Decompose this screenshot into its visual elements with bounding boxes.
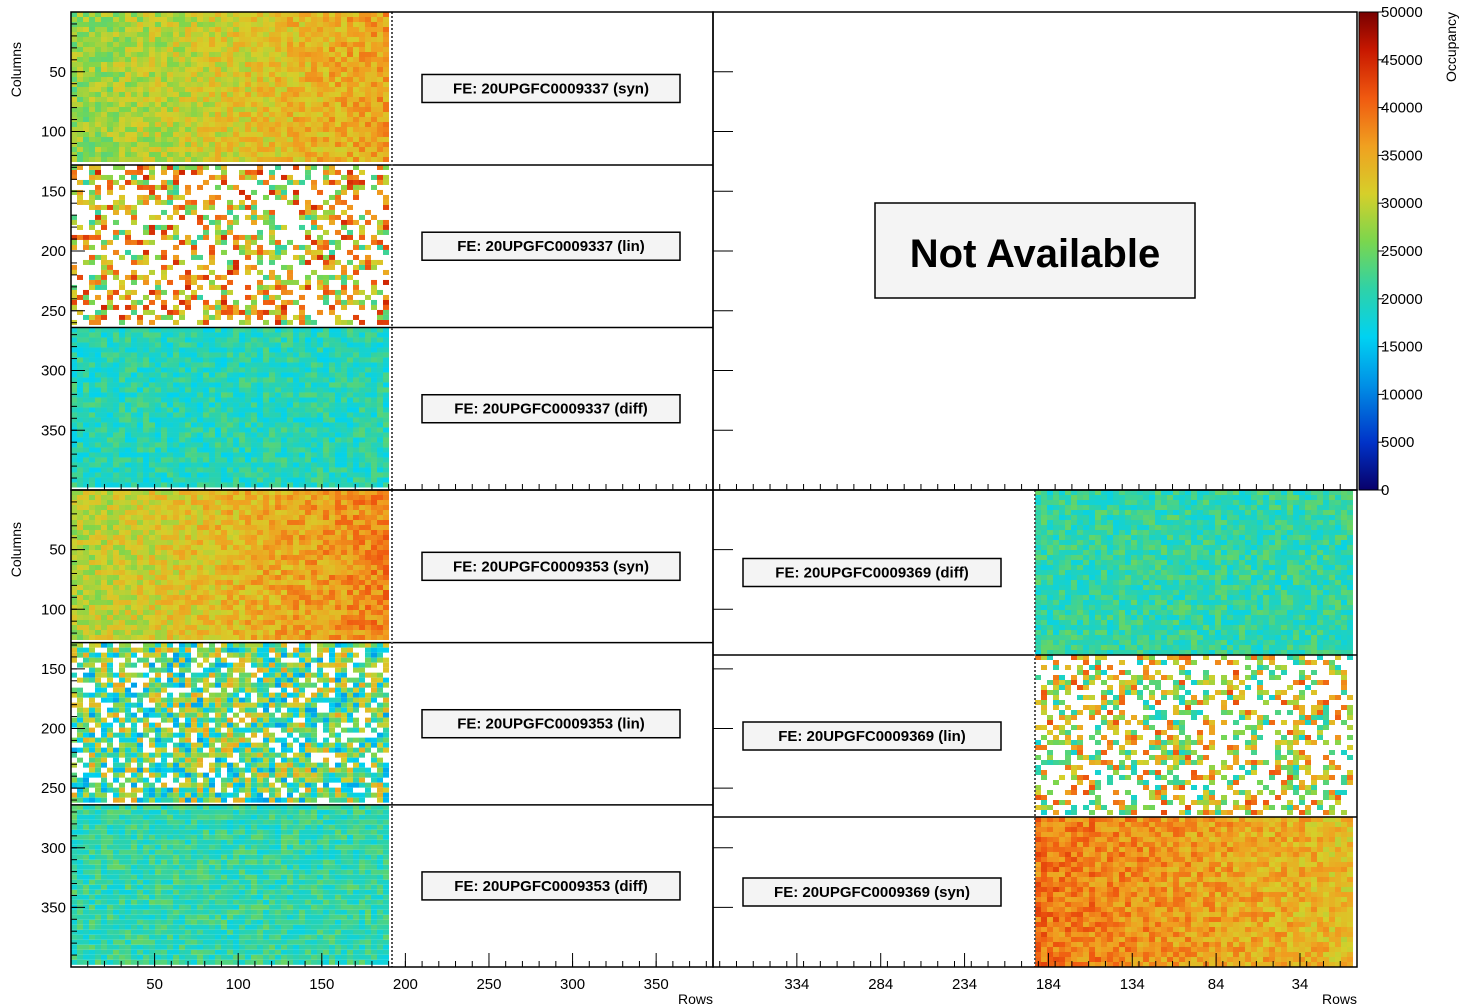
not-available-frame [874,202,1196,299]
not-available-box: Not Available [874,202,1196,299]
fe-chip-box [421,231,681,261]
x-tick-label: 150 [309,976,334,993]
fe-chip: FE: 20UPGFC0009337 (diff) [421,393,681,424]
palette-title: Occupancy [1443,12,1459,82]
heatmap-fe-fe-20upgfc0009353-lin- [71,642,389,803]
x-tick-label: 50 [146,976,163,993]
y-tick-label: 50 [49,542,66,559]
fe-chip-box [421,708,681,739]
fe-chip: FE: 20UPGFC0009337 (syn) [421,73,681,104]
y-tick-label: 200 [41,243,66,260]
y-tick-label: 250 [41,303,66,320]
heatmap-fe-fe-20upgfc0009353-diff- [71,804,389,965]
palette-tick-label: 5000 [1381,434,1414,451]
fe-chip: FE: 20UPGFC0009337 (lin) [421,231,681,261]
x-tick-label: 234 [952,976,977,993]
x-tick-label: 284 [868,976,893,993]
frame-layer [70,11,1384,968]
heatmap-fe-fe-20upgfc0009337-syn- [71,12,389,162]
x-axis-title-left: Rows [678,991,713,1007]
palette-tick-label: 45000 [1381,52,1423,69]
y-tick-label: 350 [41,422,66,439]
fe-chip-box [742,557,1002,588]
fe-chip-box [742,721,1002,751]
palette-tick-label: 0 [1381,482,1389,499]
label-layer: FE: 20UPGFC0009337 (syn) FE: 20UPGFC00093… [8,4,1459,1007]
fe-chip-box [421,871,681,901]
heatmap-fe-fe-20upgfc0009369-diff- [1035,490,1353,655]
palette-tick-label: 40000 [1381,100,1423,117]
fe-chip-box [742,877,1002,907]
y-tick-label: 250 [41,780,66,797]
x-tick-label: 100 [226,976,251,993]
palette-tick-label: 15000 [1381,339,1423,356]
fe-chip-label: FE: 20UPGFC0009337 (syn) [453,80,649,97]
x-tick-label: 300 [560,976,585,993]
fe-chip-label: FE: 20UPGFC0009369 (lin) [778,728,966,745]
fe-chip-label: FE: 20UPGFC0009369 (diff) [775,565,968,582]
fe-chip-box [421,73,681,104]
fe-chip-label: FE: 20UPGFC0009353 (lin) [457,716,645,733]
heatmap-fe-fe-20upgfc0009337-lin- [71,164,389,325]
fe-chip: FE: 20UPGFC0009369 (syn) [742,877,1002,907]
y-axis-title: Columns [8,522,24,577]
y-tick-label: 300 [41,363,66,380]
palette-tick-label: 10000 [1381,386,1423,403]
y-axis-title: Columns [8,42,24,97]
fe-chip: FE: 20UPGFC0009369 (lin) [742,721,1002,751]
heatmap-fe-fe-20upgfc0009369-syn- [1035,817,1353,967]
y-tick-label: 50 [49,64,66,81]
palette-tick-label: 20000 [1381,291,1423,308]
fe-chip: FE: 20UPGFC0009353 (syn) [421,551,681,582]
y-tick-label: 300 [41,840,66,857]
y-tick-label: 100 [41,601,66,618]
palette-tick-label: 35000 [1381,147,1423,164]
heatmap-layer [71,12,1353,967]
y-tick-label: 200 [41,721,66,738]
fe-chip-label: FE: 20UPGFC0009369 (syn) [774,884,970,901]
not-available-label: Not Available [910,232,1160,276]
x-tick-label: 200 [393,976,418,993]
heatmap-fe-fe-20upgfc0009353-syn- [71,490,389,640]
palette-tick-label: 50000 [1381,4,1423,21]
palette-tick-label: 30000 [1381,195,1423,212]
fe-chip: FE: 20UPGFC0009369 (diff) [742,557,1002,588]
x-tick-label: 34 [1292,976,1309,993]
fe-chip: FE: 20UPGFC0009353 (lin) [421,708,681,739]
x-tick-label: 184 [1036,976,1061,993]
y-tick-label: 350 [41,899,66,916]
heatmap-fe-fe-20upgfc0009337-diff- [71,327,389,488]
palette-tick-label: 25000 [1381,243,1423,260]
x-tick-label: 250 [476,976,501,993]
y-tick-label: 100 [41,124,66,141]
color-palette [1358,11,1379,491]
fe-chip-label: FE: 20UPGFC0009337 (diff) [454,401,647,418]
y-tick-label: 150 [41,661,66,678]
fe-chip-label: FE: 20UPGFC0009353 (diff) [454,878,647,895]
x-tick-label: 84 [1208,976,1225,993]
x-axis-title-right: Rows [1322,991,1357,1007]
y-tick-label: 150 [41,183,66,200]
fe-chip-box [421,551,681,582]
x-tick-label: 134 [1120,976,1145,993]
fe-chip-label: FE: 20UPGFC0009337 (lin) [457,238,645,255]
fe-chip-label: FE: 20UPGFC0009353 (syn) [453,558,649,575]
x-tick-label: 334 [784,976,809,993]
x-tick-label: 350 [644,976,669,993]
fe-chip-box [421,393,681,424]
fe-chip: FE: 20UPGFC0009353 (diff) [421,871,681,901]
heatmap-fe-fe-20upgfc0009369-lin- [1035,655,1353,815]
